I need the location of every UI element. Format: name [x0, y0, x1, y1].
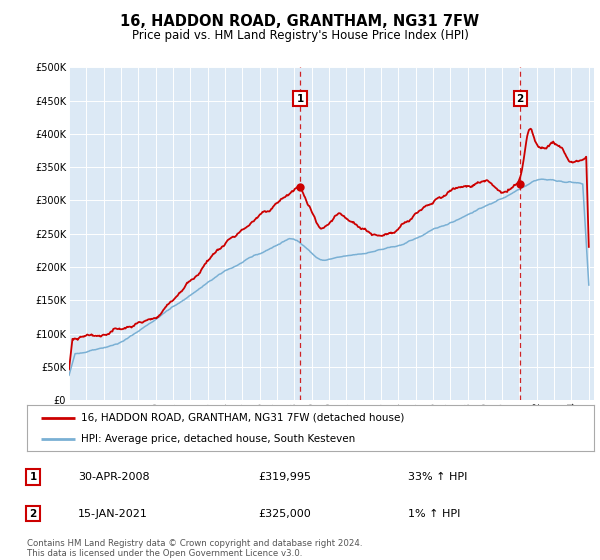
Text: Contains HM Land Registry data © Crown copyright and database right 2024.: Contains HM Land Registry data © Crown c…	[27, 539, 362, 548]
Text: 1% ↑ HPI: 1% ↑ HPI	[408, 508, 460, 519]
Text: £319,995: £319,995	[258, 472, 311, 482]
Text: This data is licensed under the Open Government Licence v3.0.: This data is licensed under the Open Gov…	[27, 549, 302, 558]
Text: £325,000: £325,000	[258, 508, 311, 519]
Text: 30-APR-2008: 30-APR-2008	[78, 472, 149, 482]
Text: 16, HADDON ROAD, GRANTHAM, NG31 7FW (detached house): 16, HADDON ROAD, GRANTHAM, NG31 7FW (det…	[81, 413, 404, 423]
Text: 15-JAN-2021: 15-JAN-2021	[78, 508, 148, 519]
Text: 2: 2	[29, 508, 37, 519]
Text: 2: 2	[517, 94, 524, 104]
Text: 1: 1	[29, 472, 37, 482]
Text: HPI: Average price, detached house, South Kesteven: HPI: Average price, detached house, Sout…	[81, 435, 355, 444]
Text: 33% ↑ HPI: 33% ↑ HPI	[408, 472, 467, 482]
Text: 16, HADDON ROAD, GRANTHAM, NG31 7FW: 16, HADDON ROAD, GRANTHAM, NG31 7FW	[121, 14, 479, 29]
Text: Price paid vs. HM Land Registry's House Price Index (HPI): Price paid vs. HM Land Registry's House …	[131, 29, 469, 42]
Text: 1: 1	[296, 94, 304, 104]
